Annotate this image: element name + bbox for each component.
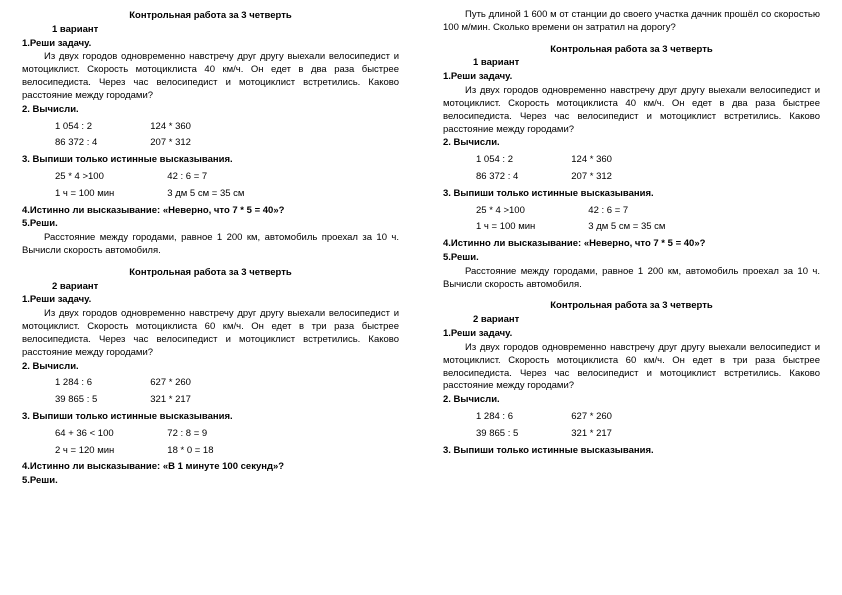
variant-label: 1 вариант [473,57,820,70]
task2-head: 2. Вычисли. [443,137,820,150]
calc-cell: 1 054 : 2 [54,120,147,135]
title: Контрольная работа за 3 четверть [22,267,399,280]
calc-cell: 627 * 260 [570,410,662,425]
task3-table: 25 * 4 >10042 : 6 = 7 1 ч = 100 мин3 дм … [52,168,296,204]
task3-head: 3. Выпиши только истинные высказывания. [443,445,820,458]
calc-cell: 1 284 : 6 [54,376,147,391]
task5-head: 5.Реши. [443,252,820,265]
variant-label: 2 вариант [52,281,399,294]
calc-cell: 1 ч = 100 мин [54,187,164,202]
calc-cell: 64 + 36 < 100 [54,427,164,442]
calc-cell: 1 284 : 6 [475,410,568,425]
task3-table: 25 * 4 >10042 : 6 = 7 1 ч = 100 мин3 дм … [473,202,717,238]
task1-text: Из двух городов одновременно навстречу д… [22,308,399,359]
task4-head: 4.Истинно ли высказывание: «В 1 минуте 1… [22,461,399,474]
right-column: Путь длиной 1 600 м от станции до своего… [421,0,842,595]
calc-cell: 207 * 312 [149,136,241,151]
task1-text: Из двух городов одновременно навстречу д… [443,85,820,136]
calc-cell: 321 * 217 [149,393,241,408]
task2-head: 2. Вычисли. [22,361,399,374]
title: Контрольная работа за 3 четверть [443,300,820,313]
calc-cell: 86 372 : 4 [475,170,568,185]
variant-label: 2 вариант [473,314,820,327]
task2-head: 2. Вычисли. [22,104,399,117]
calc-cell: 18 * 0 = 18 [166,444,263,459]
task1-head: 1.Реши задачу. [443,328,820,341]
task5-head: 5.Реши. [22,218,399,231]
task1-head: 1.Реши задачу. [22,38,399,51]
calc-cell: 3 дм 5 см = 35 см [166,187,294,202]
calc-cell: 124 * 360 [149,120,241,135]
task2-table: 1 054 : 2124 * 360 86 372 : 4207 * 312 [473,151,664,187]
calc-cell: 1 054 : 2 [475,153,568,168]
calc-cell: 1 ч = 100 мин [475,220,585,235]
task3-head: 3. Выпиши только истинные высказывания. [443,188,820,201]
task5-text: Расстояние между городами, равное 1 200 … [22,232,399,258]
calc-cell: 42 : 6 = 7 [587,204,715,219]
task3-head: 3. Выпиши только истинные высказывания. [22,154,399,167]
calc-cell: 25 * 4 >100 [54,170,164,185]
calc-cell: 321 * 217 [570,427,662,442]
task4-head: 4.Истинно ли высказывание: «Неверно, что… [443,238,820,251]
calc-cell: 627 * 260 [149,376,241,391]
calc-cell: 86 372 : 4 [54,136,147,151]
task2-table: 1 284 : 6627 * 260 39 865 : 5321 * 217 [473,408,664,444]
task3-table: 64 + 36 < 10072 : 8 = 9 2 ч = 120 мин18 … [52,425,266,461]
calc-cell: 3 дм 5 см = 35 см [587,220,715,235]
calc-cell: 207 * 312 [570,170,662,185]
task5-text-cont: Путь длиной 1 600 м от станции до своего… [443,9,820,35]
task5-text: Расстояние между городами, равное 1 200 … [443,266,820,292]
title: Контрольная работа за 3 четверть [22,10,399,23]
title: Контрольная работа за 3 четверть [443,44,820,57]
task2-table: 1 054 : 2124 * 360 86 372 : 4207 * 312 [52,118,243,154]
task4-head: 4.Истинно ли высказывание: «Неверно, что… [22,205,399,218]
calc-cell: 25 * 4 >100 [475,204,585,219]
calc-cell: 72 : 8 = 9 [166,427,263,442]
calc-cell: 124 * 360 [570,153,662,168]
task3-head: 3. Выпиши только истинные высказывания. [22,411,399,424]
task5-head: 5.Реши. [22,475,399,488]
left-column: Контрольная работа за 3 четверть 1 вариа… [0,0,421,595]
calc-cell: 2 ч = 120 мин [54,444,164,459]
calc-cell: 39 865 : 5 [54,393,147,408]
task2-head: 2. Вычисли. [443,394,820,407]
variant-label: 1 вариант [52,24,399,37]
task1-text: Из двух городов одновременно навстречу д… [22,51,399,102]
task1-head: 1.Реши задачу. [22,294,399,307]
calc-cell: 42 : 6 = 7 [166,170,294,185]
task1-head: 1.Реши задачу. [443,71,820,84]
task2-table: 1 284 : 6627 * 260 39 865 : 5321 * 217 [52,374,243,410]
task1-text: Из двух городов одновременно навстречу д… [443,342,820,393]
calc-cell: 39 865 : 5 [475,427,568,442]
